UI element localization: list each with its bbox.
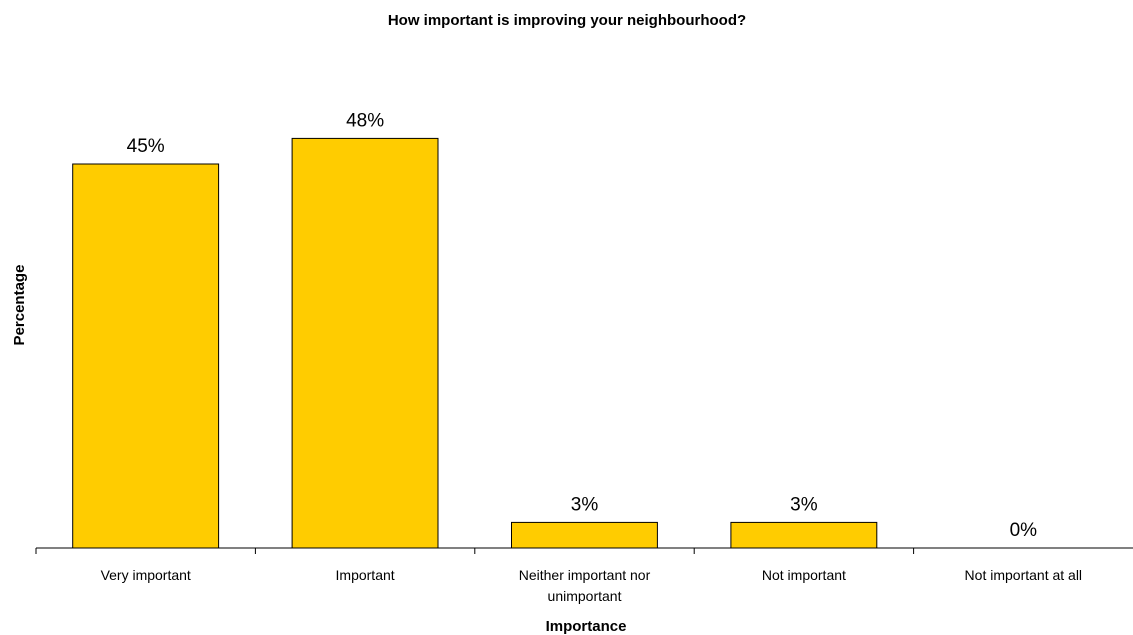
x-tick-label-4: Not important at all <box>965 567 1083 583</box>
data-label-1: 48% <box>346 110 384 131</box>
bars-layer <box>72 137 878 549</box>
bar-1 <box>291 137 439 549</box>
bar-2 <box>511 521 658 549</box>
x-tick-label-0: Very important <box>101 567 191 583</box>
bar-0 <box>72 163 220 549</box>
data-label-3: 3% <box>790 494 818 515</box>
x-axis-title: Importance <box>546 618 627 635</box>
data-label-4: 0% <box>1010 520 1038 541</box>
x-tick-label-2: Neither important nor unimportant <box>519 567 651 604</box>
bar-3 <box>730 521 878 549</box>
x-tick-labels-layer: Very important Important Neither important… <box>101 567 1082 604</box>
y-axis-title: Percentage <box>11 265 28 346</box>
data-label-0: 45% <box>127 136 165 157</box>
x-axis <box>35 547 1133 554</box>
data-label-2: 3% <box>571 494 599 515</box>
x-tick-label-3: Not important <box>762 567 846 583</box>
chart-title: How important is improving your neighbou… <box>388 12 746 29</box>
data-labels-layer: 45% 48% 3% 3% 0% <box>127 110 1037 541</box>
x-tick-label-1: Important <box>336 567 395 583</box>
